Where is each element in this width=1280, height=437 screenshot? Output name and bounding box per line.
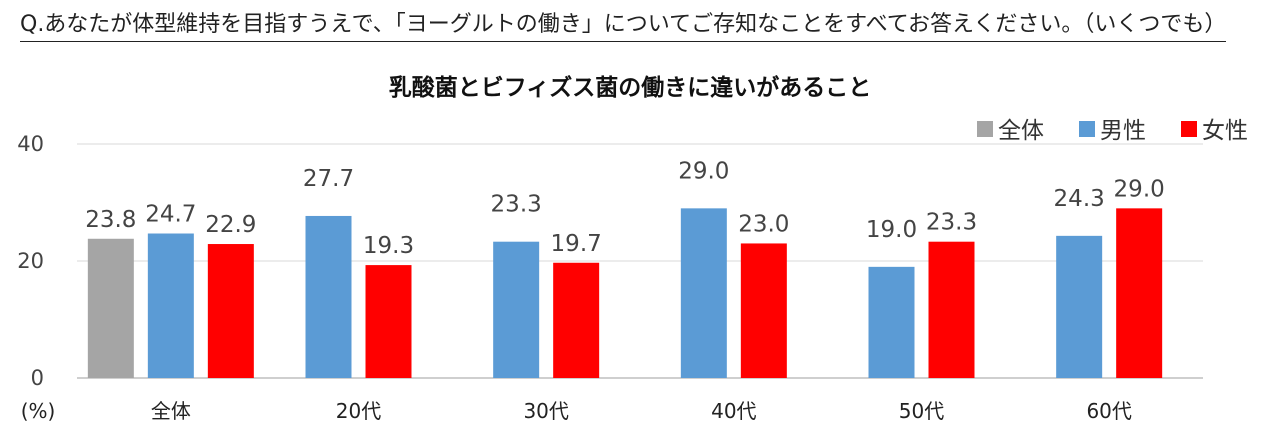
- y-tick-label: 40: [17, 132, 44, 156]
- gridlines: [77, 143, 1203, 379]
- data-label: 24.7: [145, 202, 196, 228]
- data-labels: 23.8 24.7 22.9 27.7 19.3 23.3 19.7 29.0 23.0 19.0…: [85, 158, 1165, 259]
- data-label: 27.7: [303, 166, 354, 192]
- y-axis: 0 20 40: [17, 132, 44, 390]
- data-label: 23.3: [926, 210, 977, 236]
- bar: [1056, 235, 1103, 378]
- bar: [147, 233, 194, 378]
- legend-swatch: [1079, 121, 1095, 137]
- data-label: 24.3: [1054, 186, 1105, 212]
- data-label: 29.0: [678, 158, 729, 184]
- y-tick-label: 0: [31, 366, 44, 390]
- bar: [928, 241, 975, 378]
- bar: [365, 265, 412, 378]
- bar: [305, 215, 352, 378]
- x-tick-label: 20代: [336, 399, 381, 423]
- bar: [207, 244, 254, 378]
- y-tick-label: 20: [17, 249, 44, 273]
- data-label: 23.0: [738, 211, 789, 237]
- data-label: 19.0: [866, 217, 917, 243]
- x-tick-label: 全体: [151, 399, 191, 423]
- bar: [868, 266, 915, 378]
- x-axis: 全体 20代 30代 40代 50代 60代: [151, 399, 1132, 423]
- data-label: 19.3: [363, 233, 414, 259]
- data-label: 23.8: [85, 207, 136, 233]
- bar: [553, 262, 600, 378]
- data-label: 29.0: [1114, 176, 1165, 202]
- bars: [87, 208, 1163, 378]
- bar: [87, 238, 134, 378]
- bar: [1116, 208, 1163, 378]
- question-text: Q.あなたが体型維持を目指すうえで、「ヨーグルトの働き」についてご存知なことをす…: [20, 6, 1227, 42]
- data-label: 22.9: [205, 212, 256, 238]
- legend-label: 女性: [1202, 118, 1248, 144]
- unit-label: (%): [21, 399, 56, 423]
- legend-swatch: [977, 121, 993, 137]
- bar: [493, 241, 540, 378]
- legend-swatch: [1181, 121, 1197, 137]
- x-tick-label: 50代: [899, 399, 944, 423]
- data-label: 23.3: [491, 192, 542, 218]
- x-tick-label: 30代: [523, 399, 568, 423]
- x-tick-label: 60代: [1086, 399, 1131, 423]
- x-tick-label: 40代: [711, 399, 756, 423]
- data-label: 19.7: [551, 231, 602, 257]
- bar: [680, 208, 727, 378]
- legend: 全体 男性 女性: [977, 118, 1248, 144]
- legend-label: 全体: [998, 118, 1044, 144]
- chart-title: 乳酸菌とビフィズス菌の働きに違いがあること: [389, 74, 872, 101]
- bar: [740, 243, 787, 378]
- legend-label: 男性: [1100, 118, 1146, 144]
